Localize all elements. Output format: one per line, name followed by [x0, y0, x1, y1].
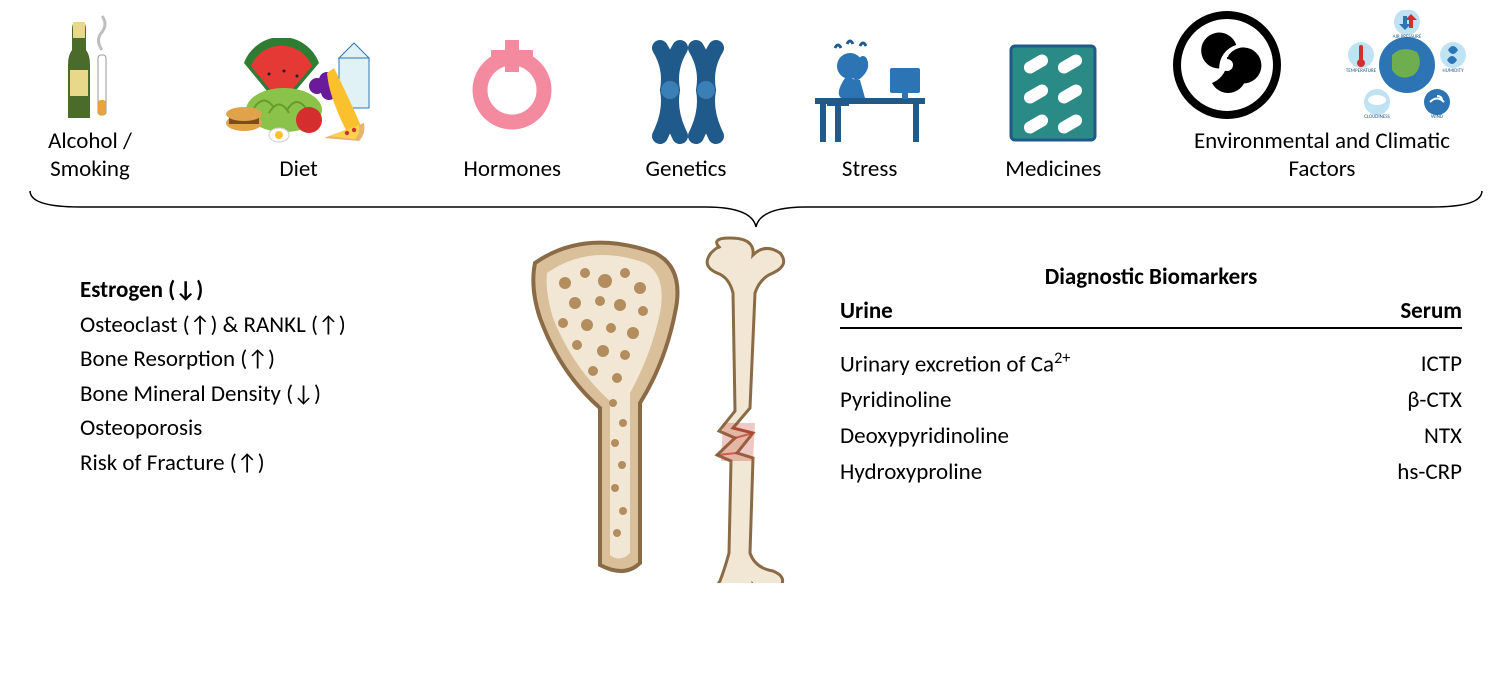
female-symbol-icon: [457, 38, 567, 148]
factor-label: Genetics: [646, 156, 727, 184]
estrogen-pathway: Estrogen (↓) Osteoclast (↑) & RANKL (↑) …: [50, 233, 480, 583]
risk-factors-row: Alcohol /Smoking: [20, 10, 1492, 183]
factor-label: Alcohol /Smoking: [48, 128, 132, 183]
biomarker-row: Hydroxyproline hs-CRP: [840, 455, 1462, 491]
factor-label: Diet: [279, 156, 317, 184]
serum-value: β-CTX: [1399, 383, 1462, 419]
factor-environmental: AIR PRESSURE TEMPERATURE HUMIDITY CLOUDI…: [1172, 10, 1472, 183]
urine-value: Hydroxyproline: [840, 455, 982, 491]
biomarkers-title: Diagnostic Biomarkers: [840, 263, 1462, 291]
header-serum: Serum: [1400, 297, 1462, 325]
svg-text:AIR PRESSURE: AIR PRESSURE: [1393, 34, 1422, 40]
header-urine: Urine: [840, 297, 893, 325]
svg-text:TEMPERATURE: TEMPERATURE: [1346, 68, 1377, 74]
serum-value: NTX: [1416, 419, 1462, 455]
biomarker-row: Pyridinoline β-CTX: [840, 383, 1462, 419]
bone-illustration: [500, 233, 820, 583]
pathway-line: Bone Resorption (↑): [80, 342, 480, 377]
factor-label: Medicines: [1005, 156, 1101, 184]
factor-medicines: Medicines: [1003, 38, 1103, 184]
factor-label: Environmental and ClimaticFactors: [1194, 128, 1450, 183]
diet-icon: [209, 38, 389, 148]
svg-text:CLOUDINESS: CLOUDINESS: [1364, 114, 1390, 120]
factor-label: Hormones: [464, 156, 562, 184]
factor-alcohol-smoking: Alcohol /Smoking: [40, 10, 140, 183]
factor-label: Stress: [842, 156, 897, 184]
factor-hormones: Hormones: [457, 38, 567, 184]
bottom-row: Estrogen (↓) Osteoclast (↑) & RANKL (↑) …: [20, 233, 1492, 583]
pathway-title: Estrogen (↓): [80, 273, 480, 308]
svg-text:HUMIDITY: HUMIDITY: [1442, 68, 1464, 74]
urine-value: Pyridinoline: [840, 383, 951, 419]
medicines-icon: [1003, 38, 1103, 148]
curly-brace: [20, 183, 1492, 233]
chromosomes-icon: [636, 38, 736, 148]
pathway-line: Bone Mineral Density (↓): [80, 377, 480, 412]
biomarker-row: Deoxypyridinoline NTX: [840, 419, 1462, 455]
factor-diet: Diet: [209, 38, 389, 184]
factor-stress: Stress: [805, 38, 935, 184]
pathway-line: Osteoclast (↑) & RANKL (↑): [80, 308, 480, 343]
biomarkers-header: Urine Serum: [840, 297, 1462, 329]
biomarker-row: Urinary excretion of Ca2+ ICTP: [840, 347, 1462, 383]
alcohol-smoking-icon: [40, 10, 140, 120]
svg-text:WIND: WIND: [1431, 114, 1443, 120]
pathway-line: Risk of Fracture (↑): [80, 446, 480, 481]
stress-icon: [805, 38, 935, 148]
urine-value: Urinary excretion of Ca2+: [840, 347, 1070, 383]
factor-genetics: Genetics: [636, 38, 736, 184]
serum-value: hs-CRP: [1389, 455, 1462, 491]
biomarkers-table: Diagnostic Biomarkers Urine Serum Urinar…: [840, 233, 1462, 583]
serum-value: ICTP: [1413, 347, 1462, 383]
urine-value: Deoxypyridinoline: [840, 419, 1009, 455]
pathway-line: Osteoporosis: [80, 411, 480, 446]
env-climate-icon: AIR PRESSURE TEMPERATURE HUMIDITY CLOUDI…: [1172, 10, 1472, 120]
